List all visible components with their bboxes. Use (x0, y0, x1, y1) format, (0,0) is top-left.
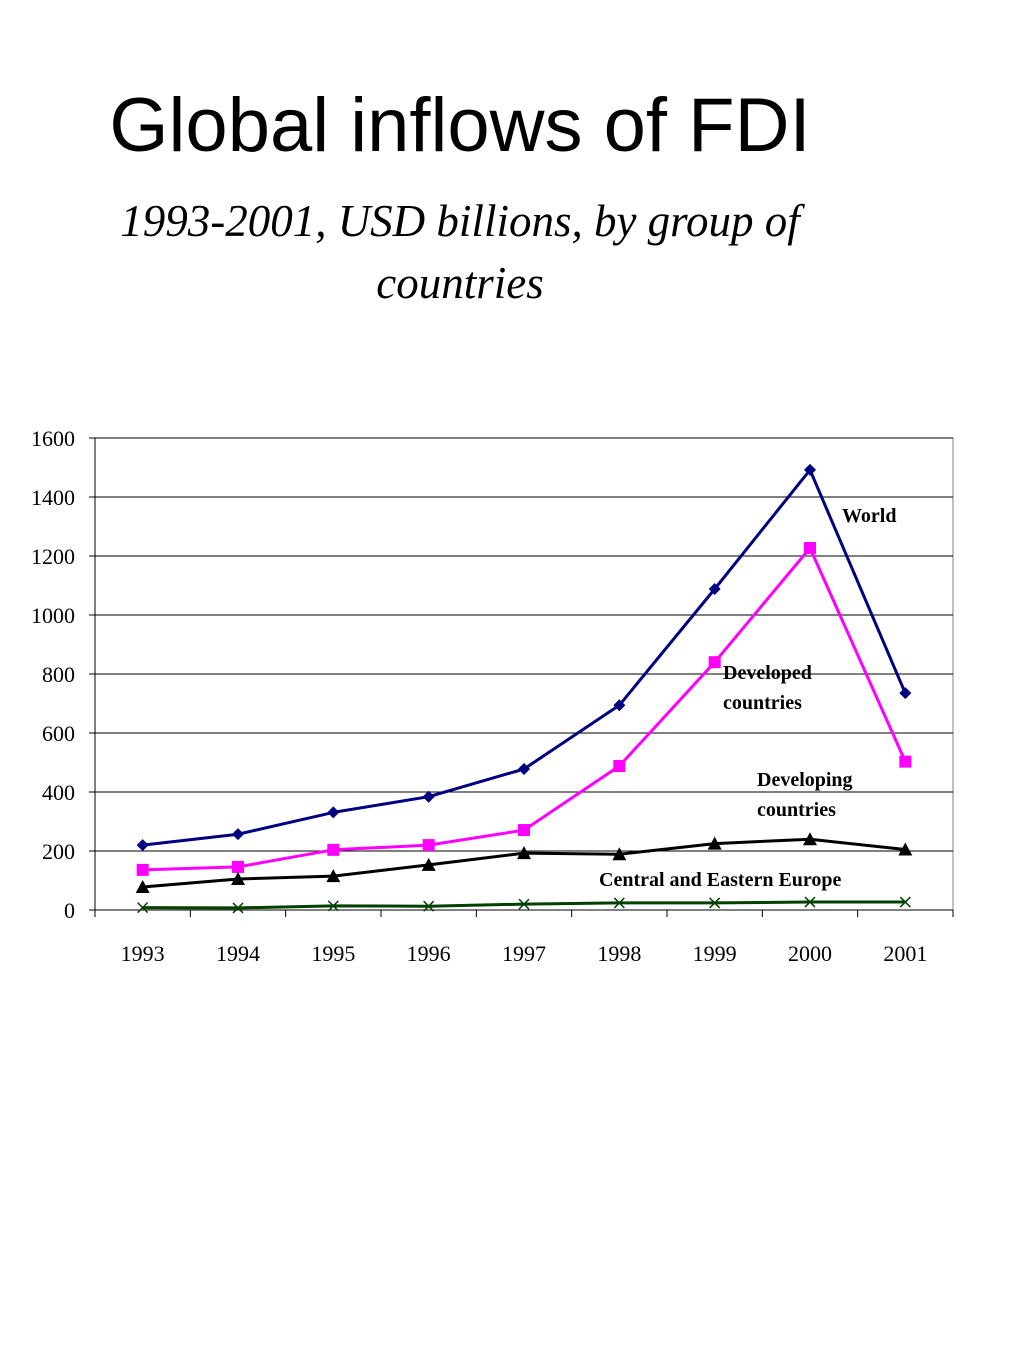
data-point (613, 699, 626, 712)
gridlines (94, 437, 954, 911)
slide-subtitle: 1993-2001, USD billions, by group of cou… (120, 196, 800, 308)
data-point (137, 902, 149, 914)
series-labels: World Developed countries Developing count… (599, 505, 896, 891)
y-tick-label: 400 (42, 780, 75, 805)
series-2 (135, 832, 913, 893)
y-tick-label: 1400 (31, 485, 75, 510)
data-point (707, 836, 722, 850)
series-label-developing: Developing countries (757, 769, 853, 821)
data-point (708, 583, 721, 596)
y-tick-label: 200 (42, 839, 75, 864)
x-tick-label: 1998 (597, 941, 641, 966)
x-tick-label: 1999 (693, 941, 737, 966)
x-tick-label: 2000 (788, 941, 832, 966)
x-tick-label: 1997 (502, 941, 546, 966)
data-point (136, 863, 149, 876)
series-label-line: countries (723, 692, 802, 714)
data-point (232, 860, 244, 873)
data-point (708, 656, 721, 669)
y-tick-label: 1200 (31, 544, 75, 569)
series-label-line: countries (757, 799, 836, 821)
data-point (135, 879, 150, 893)
y-tick-label: 1600 (31, 426, 75, 451)
data-point (899, 896, 911, 908)
axes: 0 200 400 600 800 1000 1200 1400 1600 1993 1994 199… (31, 426, 954, 966)
y-tick-label: 1000 (31, 603, 75, 628)
x-tick-label: 1993 (121, 941, 165, 966)
data-point (803, 832, 817, 846)
data-point (709, 897, 721, 909)
data-point (518, 824, 530, 837)
data-point (327, 843, 340, 856)
x-tick-label: 1995 (311, 941, 355, 966)
data-point (422, 839, 435, 852)
x-tick-label: 1996 (407, 941, 451, 966)
series-label-line: Developed (723, 662, 812, 684)
series-label-developed: Developed countries (723, 662, 812, 714)
series-lines (135, 463, 913, 914)
data-point (327, 900, 339, 912)
data-point (232, 828, 244, 841)
data-point (613, 897, 625, 909)
data-point (518, 762, 530, 775)
data-point (421, 857, 436, 871)
slide-title: Global inflows of FDI (109, 83, 811, 168)
x-tick-label: 2001 (883, 941, 927, 966)
data-point (804, 463, 816, 476)
data-point (517, 846, 531, 860)
y-tick-label: 600 (42, 721, 75, 746)
data-point (899, 687, 912, 700)
series-label-line: Developing (757, 769, 853, 791)
data-point (327, 806, 340, 819)
data-point (899, 755, 912, 768)
series-label-cee: Central and Eastern Europe (599, 869, 842, 891)
data-point (898, 842, 913, 856)
series-label-world: World (842, 505, 896, 527)
data-point (518, 898, 530, 910)
data-point (231, 872, 245, 886)
y-tick-label: 0 (64, 898, 75, 923)
data-point (804, 896, 816, 908)
series-0 (136, 463, 912, 852)
x-tick-label: 1994 (216, 941, 260, 966)
data-point (326, 869, 341, 883)
data-point (422, 790, 435, 803)
data-point (423, 900, 435, 912)
y-tick-label: 800 (42, 662, 75, 687)
series-3 (137, 896, 911, 914)
data-point (804, 542, 816, 555)
series-1 (136, 542, 912, 876)
data-point (232, 902, 244, 914)
data-point (612, 847, 627, 861)
data-point (136, 839, 149, 852)
data-point (613, 760, 626, 773)
